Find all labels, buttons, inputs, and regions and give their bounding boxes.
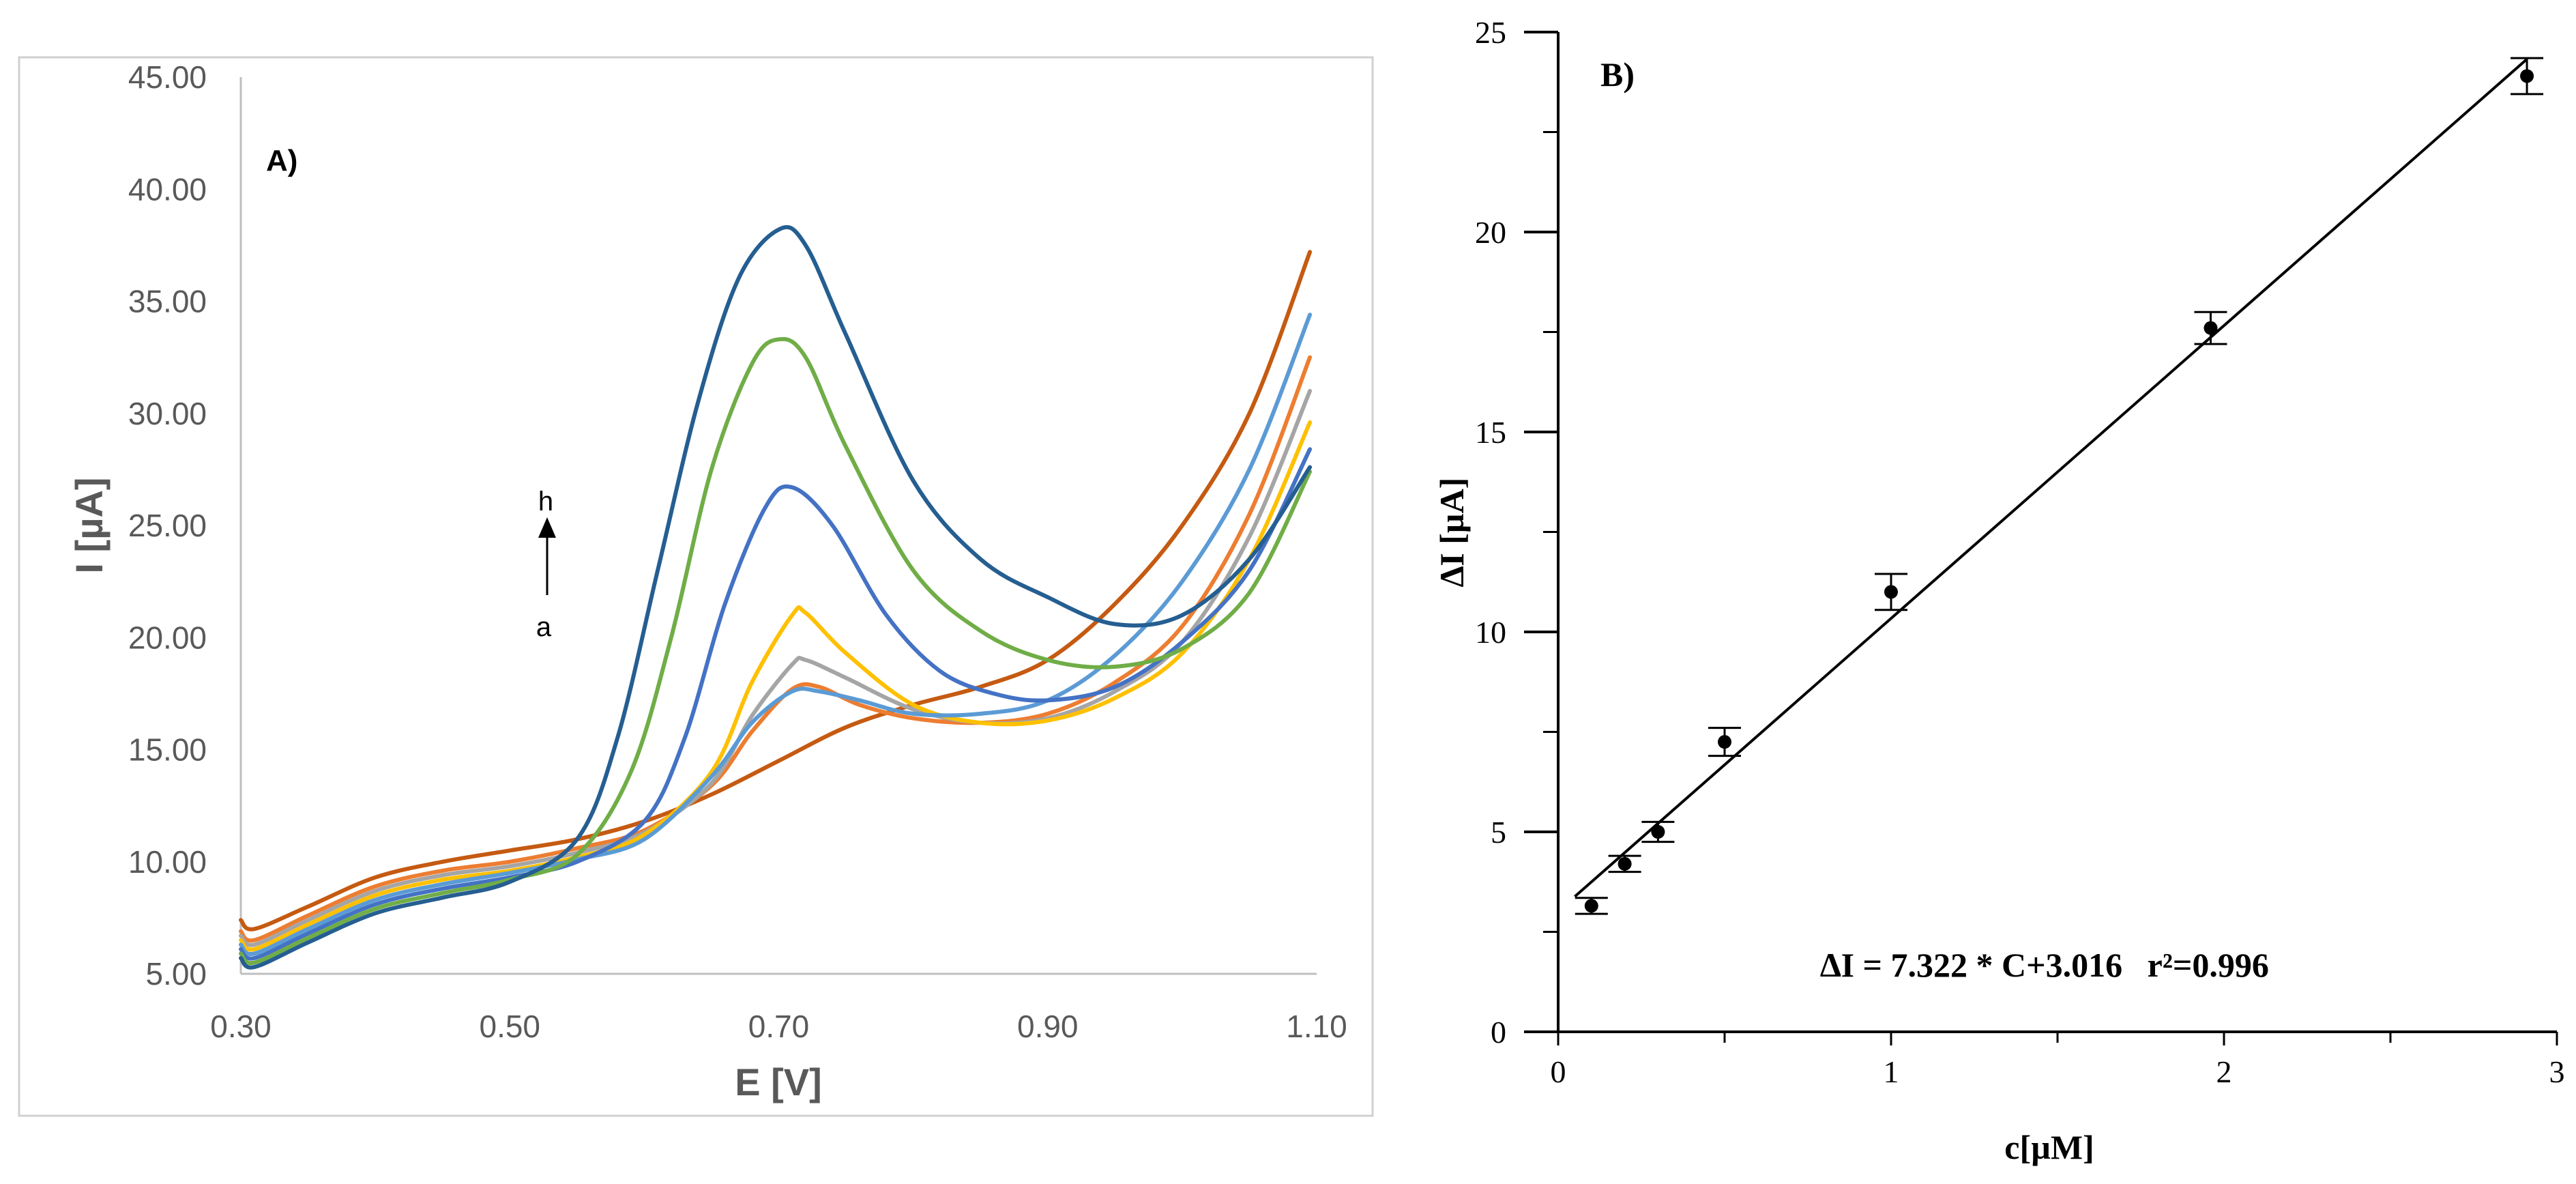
series-line-c bbox=[239, 388, 1313, 947]
chart-a-y-tick-label: 5.00 bbox=[145, 956, 207, 992]
series-line-h bbox=[239, 225, 1313, 970]
series-line-d bbox=[239, 420, 1313, 952]
chart-a-y-tick-label: 40.00 bbox=[128, 171, 207, 207]
chart-a-frame bbox=[18, 56, 1374, 1117]
chart-a-x-label: E [V] bbox=[735, 1060, 822, 1103]
chart-a-x-tick-label: 0.70 bbox=[748, 1009, 810, 1044]
chart-a-annotation-a: a bbox=[536, 612, 552, 642]
series-line-g bbox=[239, 336, 1313, 966]
chart-b-y-label: ∆I [µA] bbox=[1433, 478, 1471, 588]
chart-a-x-tick-label: 0.30 bbox=[210, 1009, 272, 1044]
chart-b-fit-line bbox=[1574, 58, 2528, 898]
chart-b-panel-label: B) bbox=[1600, 55, 1635, 93]
chart-b-y-tick-label: 10 bbox=[1475, 615, 1506, 650]
data-point bbox=[1618, 856, 1632, 871]
data-point bbox=[1884, 585, 1898, 599]
chart-b-y-tick-label: 15 bbox=[1475, 415, 1506, 450]
chart-a-y-tick-label: 35.00 bbox=[128, 284, 207, 319]
chart-a-x-tick-label: 0.50 bbox=[479, 1009, 540, 1044]
chart-b-x-tick-label: 2 bbox=[2216, 1054, 2232, 1089]
calibration-chart: 0 5 10 15 20 25 0 1 2 3 B) ∆I = 7.322 * C+3.016 … bbox=[1433, 15, 2565, 1166]
chart-b-points bbox=[1575, 57, 2544, 915]
chart-a-panel-label: A) bbox=[266, 144, 297, 177]
chart-a-y-tick-label: 20.00 bbox=[128, 620, 207, 655]
chart-b-equation: ∆I = 7.322 * C+3.016 r²=0.996 bbox=[1820, 946, 2269, 984]
data-point bbox=[1584, 899, 1598, 913]
data-point bbox=[2204, 321, 2218, 335]
chart-b-y-tick-label: 5 bbox=[1491, 815, 1506, 850]
chart-a-y-tick-label: 25.00 bbox=[128, 508, 207, 543]
series-line-a bbox=[239, 250, 1313, 932]
chart-a-x-tick-label: 1.10 bbox=[1286, 1009, 1347, 1044]
chart-b-x-ticks: 0 1 2 3 bbox=[1551, 1032, 2565, 1089]
chart-b-equation-formula: ∆I = 7.322 * C+3.016 bbox=[1820, 946, 2122, 984]
voltammogram-chart: 5.00 10.00 15.00 20.00 25.00 30.00 35.00 40.00 4… bbox=[18, 56, 1374, 1117]
chart-b-y-tick-label: 20 bbox=[1475, 215, 1506, 250]
chart-b-x-tick-label: 1 bbox=[1884, 1054, 1899, 1089]
data-point bbox=[1718, 735, 1731, 749]
chart-a-y-tick-label: 45.00 bbox=[128, 59, 207, 95]
chart-a-y-tick-label: 15.00 bbox=[128, 732, 207, 768]
chart-b-x-tick-label: 0 bbox=[1551, 1054, 1566, 1089]
chart-a-y-tick-label: 30.00 bbox=[128, 396, 207, 431]
series-line-f bbox=[239, 447, 1313, 961]
chart-a-y-ticks: 5.00 10.00 15.00 20.00 25.00 30.00 35.00 40.00 4… bbox=[128, 59, 207, 992]
chart-b-r-squared: r²=0.996 bbox=[2148, 946, 2269, 984]
chart-b-y-tick-label: 25 bbox=[1475, 15, 1506, 50]
chart-a-arrow-head-icon bbox=[538, 517, 556, 538]
chart-a-x-ticks: 0.30 0.50 0.70 0.90 1.10 bbox=[210, 1009, 1347, 1044]
chart-a-y-tick-label: 10.00 bbox=[128, 844, 207, 880]
chart-b-x-tick-label: 3 bbox=[2549, 1054, 2565, 1089]
chart-b-y-tick-label: 0 bbox=[1491, 1015, 1506, 1050]
chart-b-x-label: c[µM] bbox=[2004, 1128, 2094, 1166]
chart-a-series bbox=[239, 225, 1313, 970]
chart-b-y-ticks: 0 5 10 15 20 25 bbox=[1475, 15, 1558, 1050]
series-line-e bbox=[239, 313, 1313, 957]
chart-a-y-label: I [µA] bbox=[68, 477, 111, 573]
chart-a-x-tick-label: 0.90 bbox=[1017, 1009, 1079, 1044]
data-point bbox=[2520, 69, 2534, 83]
data-point bbox=[1651, 825, 1665, 839]
chart-a-annotation-h: h bbox=[538, 487, 553, 517]
